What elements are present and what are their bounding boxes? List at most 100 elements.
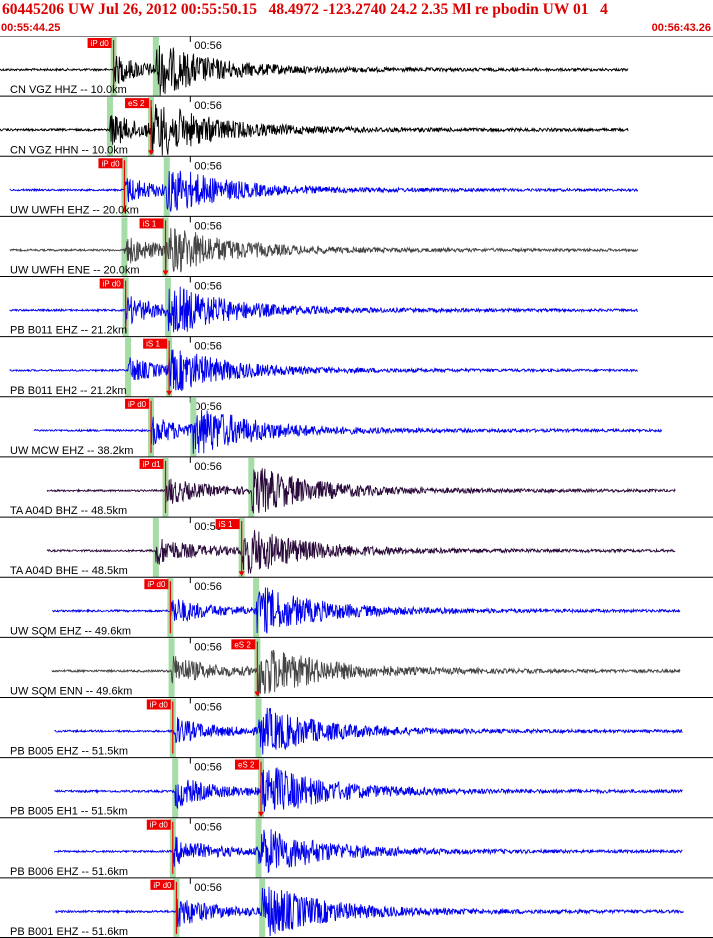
- waveform: [51, 587, 681, 634]
- pick-tag[interactable]: [99, 278, 124, 289]
- trace-label: CN VGZ HHN -- 10.0km: [10, 144, 128, 156]
- trace-row[interactable]: 00:56 iP d0 PB B011 EHZ -- 21.2km: [0, 276, 713, 337]
- trace-row[interactable]: 00:56 eS 2 UW SQM ENN -- 49.6km: [0, 636, 713, 698]
- pick-tag[interactable]: [215, 519, 240, 530]
- minute-tick-label: 00:56: [194, 521, 222, 533]
- pick-tag[interactable]: [231, 639, 256, 650]
- pick-tag-label: eS 2: [234, 640, 251, 649]
- trace-row[interactable]: 00:56 iP d0 PB B005 EHZ -- 51.5km: [0, 696, 713, 758]
- minute-tick-label: 00:56: [194, 341, 222, 353]
- pick-tag-label: iP d0: [147, 580, 166, 589]
- minute-tick-label: 00:56: [194, 701, 222, 713]
- waveform: [9, 286, 638, 333]
- trace-row[interactable]: 00:56 iP d0 PB B001 EHZ -- 51.6km: [0, 877, 713, 938]
- pick-tag[interactable]: [234, 759, 259, 770]
- waveform: [9, 228, 639, 273]
- minute-tick-label: 00:56: [194, 641, 222, 653]
- pick-tag-label: iP d0: [153, 881, 172, 890]
- phase-window: [168, 638, 175, 698]
- pick-tag[interactable]: [146, 819, 171, 830]
- pick-arrow: [166, 390, 173, 396]
- pick-tag[interactable]: [87, 38, 112, 48]
- pick-tag-label: iS 1: [219, 520, 233, 529]
- header: 60445206 UW Jul 26, 2012 00:55:50.15 48.…: [0, 0, 713, 36]
- pick-tag[interactable]: [139, 218, 164, 229]
- minute-tick-label: 00:56: [194, 401, 222, 413]
- waveform: [51, 649, 681, 696]
- minute-tick-label: 00:56: [194, 40, 222, 52]
- trace-row[interactable]: 00:56 iP d0 UW UWFH EHZ -- 20.0km: [0, 155, 713, 217]
- pick-tag[interactable]: [146, 699, 171, 710]
- pick-arrow: [238, 571, 245, 577]
- trace-label: CN VGZ HHZ -- 10.0km: [10, 84, 127, 96]
- pick-tag-label: eS 2: [238, 761, 255, 770]
- waveform: [9, 349, 639, 392]
- trace-label: TA A04D BHE -- 48.5km: [10, 565, 128, 577]
- trace-label: PB B001 EHZ -- 51.6km: [10, 926, 128, 938]
- time-end: 00:56:43.26: [651, 22, 711, 34]
- trace-row[interactable]: 00:56 iS 1 UW UWFH ENE -- 20.0km: [0, 215, 713, 277]
- trace-label: UW MCW EHZ -- 38.2km: [10, 445, 133, 457]
- pick-arrow: [162, 270, 169, 276]
- pick-tag-label: iS 1: [146, 340, 160, 349]
- trace-row[interactable]: 00:56 eS 2 CN VGZ HHN -- 10.0km: [0, 95, 713, 157]
- waveform: [53, 829, 683, 874]
- pick-tag[interactable]: [125, 98, 150, 109]
- phase-window: [248, 457, 255, 518]
- trace-row[interactable]: 00:56 eS 2 PB B005 EH1 -- 51.5km: [0, 757, 713, 818]
- trace-row[interactable]: 00:56 iP d0 PB B006 EHZ -- 51.6km: [0, 817, 713, 878]
- pick-tag-label: iP d0: [150, 821, 169, 830]
- pick-tag[interactable]: [150, 879, 175, 890]
- minute-tick-label: 00:56: [194, 220, 222, 232]
- pick-tag[interactable]: [144, 579, 169, 590]
- trace-label: UW SQM EHZ -- 49.6km: [10, 625, 131, 637]
- pick-tag-label: iP d0: [150, 700, 169, 709]
- minute-tick-label: 00:56: [194, 100, 222, 112]
- pick-tag-label: iS 1: [143, 219, 157, 228]
- minute-tick-label: 00:56: [194, 461, 222, 473]
- trace-label: PB B006 EHZ -- 51.6km: [10, 866, 128, 878]
- waveform: [0, 104, 629, 156]
- minute-tick-label: 00:56: [194, 882, 222, 894]
- pick-tag[interactable]: [139, 458, 164, 469]
- pick-tag-label: iP d0: [103, 280, 122, 289]
- trace-row[interactable]: 00:56 iS 1 PB B011 EH2 -- 21.2km: [0, 336, 713, 397]
- minute-tick-label: 00:56: [194, 762, 222, 774]
- pick-tag-label: iP d0: [101, 159, 120, 168]
- phase-window: [121, 217, 128, 277]
- waveform: [54, 767, 683, 812]
- trace-row[interactable]: 00:56 iP d1 TA A04D BHZ -- 48.5km: [0, 456, 713, 518]
- phase-window: [152, 518, 159, 578]
- phase-window: [164, 277, 171, 337]
- pick-tag-label: iP d0: [91, 39, 110, 48]
- pick-tag[interactable]: [125, 398, 150, 409]
- pick-tag[interactable]: [143, 338, 168, 349]
- phase-window: [190, 397, 197, 457]
- trace-label: PB B005 EH1 -- 51.5km: [10, 806, 127, 818]
- pick-tag-label: iP d1: [143, 460, 162, 469]
- pick-tag[interactable]: [98, 158, 123, 169]
- waveform: [46, 530, 676, 574]
- pick-tag-label: iP d0: [128, 400, 147, 409]
- trace-row[interactable]: 00:56 iP d0 CN VGZ HHZ -- 10.0km: [0, 36, 713, 97]
- trace-row[interactable]: 00:56 iP d0 UW MCW EHZ -- 38.2km: [0, 396, 713, 457]
- waveform: [55, 886, 684, 937]
- pick-arrow: [254, 691, 261, 697]
- minute-tick-label: 00:56: [194, 581, 222, 593]
- waveform: [33, 410, 663, 454]
- waveform: [0, 45, 629, 96]
- event-title: 60445206 UW Jul 26, 2012 00:55:50.15 48.…: [2, 1, 608, 18]
- seismogram-panel[interactable]: 00:56 iP d0 CN VGZ HHZ -- 10.0km 00:56 eS 2 C…: [0, 36, 713, 938]
- minute-tick-label: 00:56: [194, 281, 222, 293]
- phase-window: [255, 818, 262, 878]
- minute-tick-label: 00:56: [194, 822, 222, 834]
- waveform: [9, 170, 639, 213]
- trace-label: PB B011 EH2 -- 21.2km: [10, 385, 127, 397]
- trace-label: PB B011 EHZ -- 21.2km: [10, 325, 127, 337]
- trace-label: PB B005 EHZ -- 51.5km: [10, 746, 128, 758]
- time-start: 00:55:44.25: [1, 22, 61, 34]
- phase-window: [255, 698, 262, 758]
- trace-row[interactable]: 00:56 iP d0 UW SQM EHZ -- 49.6km: [0, 576, 713, 638]
- trace-label: UW UWFH EHZ -- 20.0km: [10, 204, 139, 216]
